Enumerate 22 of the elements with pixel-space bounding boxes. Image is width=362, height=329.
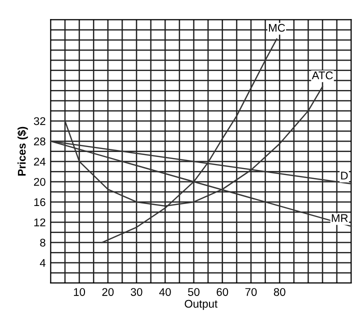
series-label: D [341,172,348,180]
y-tick-label: 20 [34,178,46,186]
x-tick-label: 30 [130,288,142,296]
series-label: MC [269,24,285,32]
x-tick-label: 20 [102,288,114,296]
series-label: ATC [312,71,333,80]
y-tick-label: 32 [34,117,46,126]
y-tick-label: 4 [40,259,46,267]
x-tick-label: 50 [188,288,200,296]
x-tick-label: 70 [245,288,257,296]
y-tick-label: 16 [34,198,46,206]
x-tick-label: 60 [216,288,228,296]
x-tick-label: 40 [159,288,171,296]
x-tick-label: 80 [274,288,286,296]
x-tick-label: 10 [74,288,86,296]
series-label: MR [332,214,348,222]
y-tick-label: 24 [34,158,46,166]
y-tick-label: 28 [34,137,46,146]
y-tick-label: 12 [34,218,46,226]
y-tick-label: 8 [40,238,46,247]
x-axis-title: Output [184,300,218,310]
y-axis-title: Prices ($) [17,126,28,176]
